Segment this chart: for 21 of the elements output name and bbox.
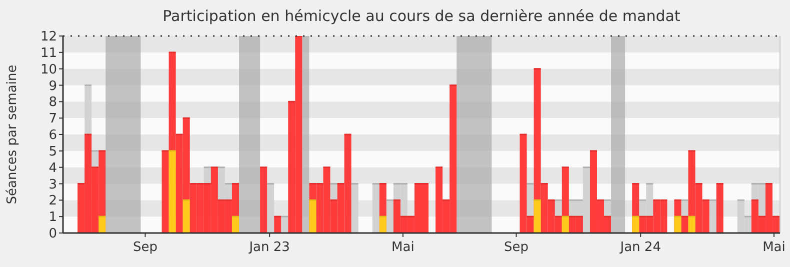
x-tick-label: Jan 23 <box>248 240 290 255</box>
y-tick-label: 4 <box>48 160 57 176</box>
y-tick-label: 8 <box>48 95 57 110</box>
x-tick-label: Sep <box>504 240 529 255</box>
y-tick-label: 2 <box>48 194 57 209</box>
y-tick-label: 11 <box>40 46 57 61</box>
y-tick-label: 6 <box>48 128 57 144</box>
x-tick-label: Jan 24 <box>619 240 661 255</box>
chart-title: Participation en hémicycle au cours de sa dernière année de mandat <box>162 7 680 25</box>
y-tick-label: 7 <box>48 112 57 127</box>
y-tick-label: 12 <box>40 30 57 45</box>
y-tick-label: 3 <box>48 177 57 192</box>
x-tick-label: Sep <box>132 240 158 255</box>
y-tick-label: 9 <box>48 78 57 94</box>
x-tick-label: Mai <box>392 240 414 255</box>
x-tick-label: Mai <box>762 240 786 255</box>
y-tick-label: 10 <box>40 62 57 78</box>
y-axis-title: Séances par semaine <box>5 64 20 204</box>
y-tick-label: 1 <box>48 210 57 226</box>
y-tick-label: 5 <box>48 144 57 160</box>
y-tick-label: 0 <box>48 226 57 242</box>
